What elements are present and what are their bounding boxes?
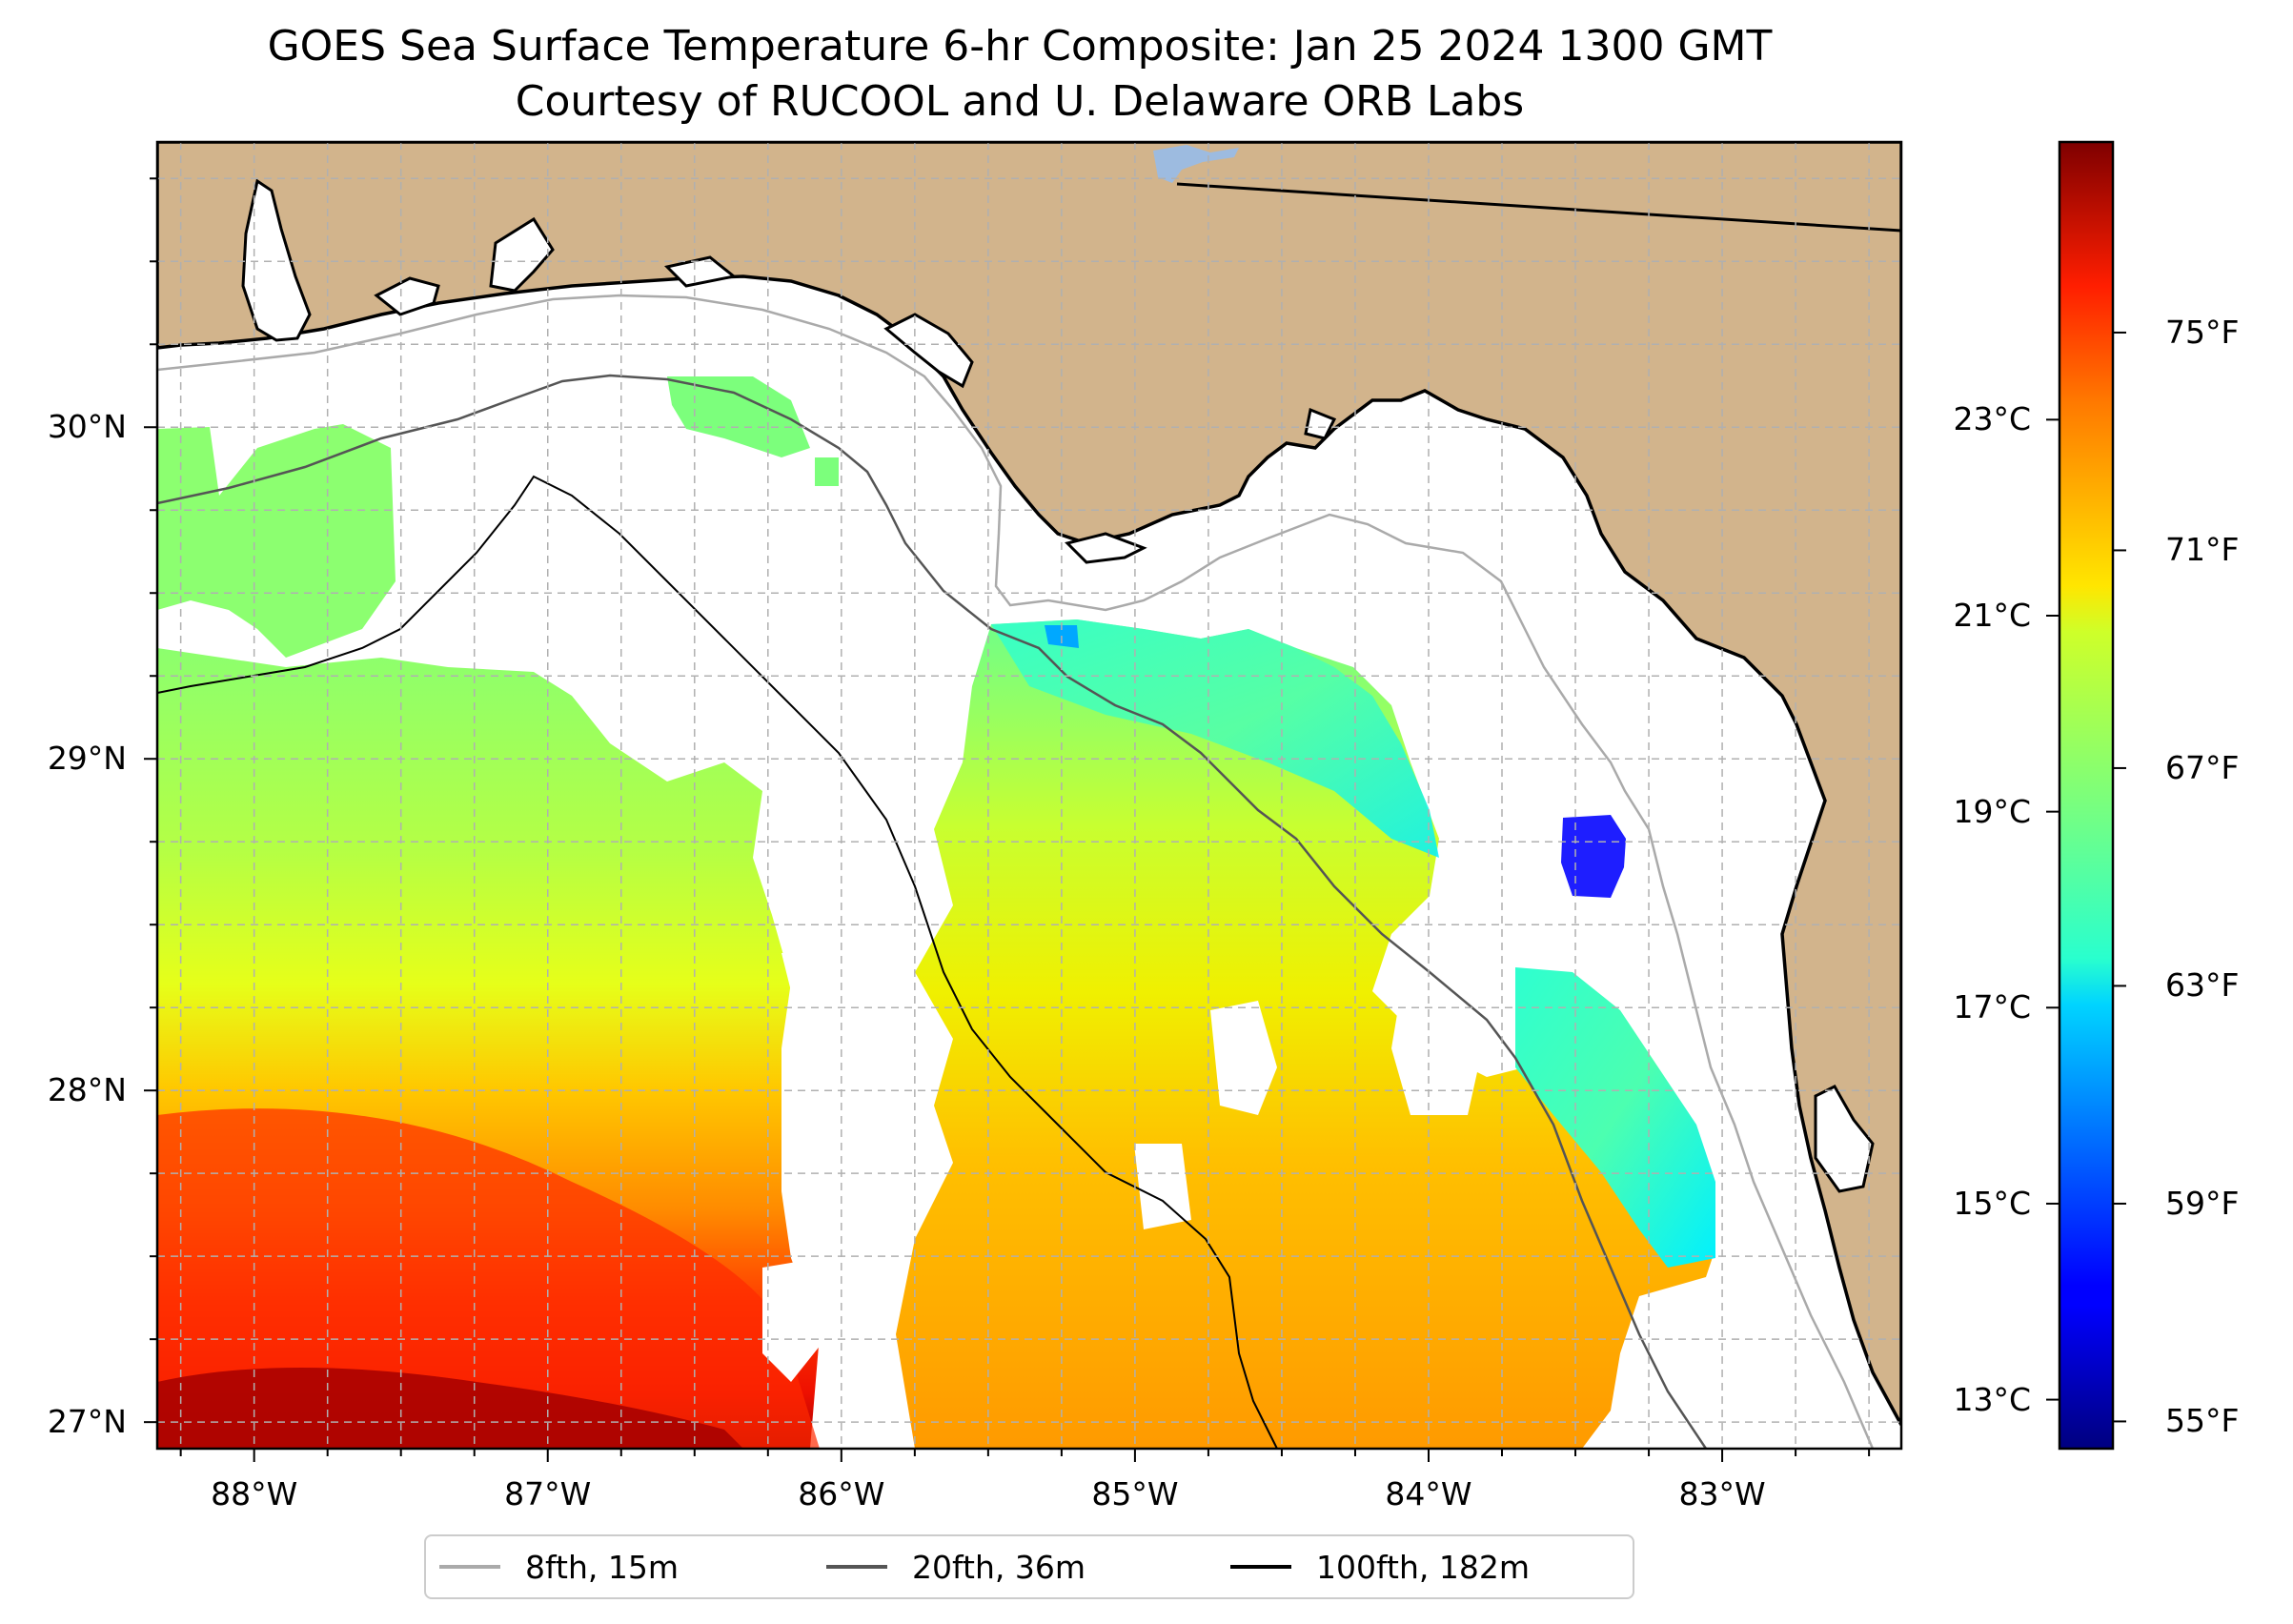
colorbar-ticks [2046,331,2126,1423]
legend-line-20fth [826,1565,887,1569]
legend-line-100fth [1230,1565,1291,1569]
isobath-8fth [157,294,1875,1449]
colorbar-fahrenheit-label: 71°F [2165,531,2240,569]
colorbar-celsius-label: 15°C [1953,1184,2031,1222]
legend-item-8fth: 8fth, 15m [439,1536,679,1597]
map-frame [155,140,1903,1451]
legend-label-20fth: 20fth, 36m [912,1548,1086,1586]
colorbar-celsius-label: 17°C [1953,988,2031,1026]
isobaths [157,294,1875,1449]
isobath-20fth [157,374,1708,1449]
axis-ticks [144,177,1871,1462]
lon-label: 83°W [1678,1475,1766,1512]
colorbar-fahrenheit-label: 67°F [2165,748,2240,786]
colorbar-fahrenheit-label: 75°F [2165,313,2240,351]
isobath-legend: 8fth, 15m 20fth, 36m 100fth, 182m [424,1534,1634,1599]
lat-label: 28°N [47,1071,127,1109]
legend-item-20fth: 20fth, 36m [826,1536,1086,1597]
lon-label: 86°W [798,1475,885,1512]
colorbar-celsius-label: 21°C [1953,596,2031,634]
lat-label: 27°N [47,1403,127,1441]
sst-field [157,376,1715,1449]
map-title: GOES Sea Surface Temperature 6-hr Compos… [267,22,1773,71]
legend-label-100fth: 100fth, 182m [1316,1548,1530,1586]
legend-line-8fth [439,1565,500,1569]
colorbar-fahrenheit-label: 59°F [2165,1184,2240,1222]
lon-label: 84°W [1385,1475,1472,1512]
lon-label: 88°W [211,1475,298,1512]
colorbar-fahrenheit-label: 63°F [2165,966,2240,1005]
colorbar-celsius-label: 13°C [1953,1380,2031,1418]
map-subtitle: Courtesy of RUCOOL and U. Delaware ORB L… [515,77,1525,126]
lat-label: 30°N [47,408,127,446]
colorbar [2058,140,2115,1451]
legend-item-100fth: 100fth, 182m [1230,1536,1530,1597]
colorbar-celsius-label: 19°C [1953,792,2031,830]
colorbar-celsius-label: 23°C [1953,400,2031,438]
graticule [157,142,1901,1449]
legend-label-8fth: 8fth, 15m [525,1548,680,1586]
land [157,142,1901,1426]
lon-label: 85°W [1091,1475,1179,1512]
lon-label: 87°W [504,1475,592,1512]
isobath-100fth [157,475,1278,1449]
lat-label: 29°N [47,740,127,778]
colorbar-fahrenheit-label: 55°F [2165,1402,2240,1440]
